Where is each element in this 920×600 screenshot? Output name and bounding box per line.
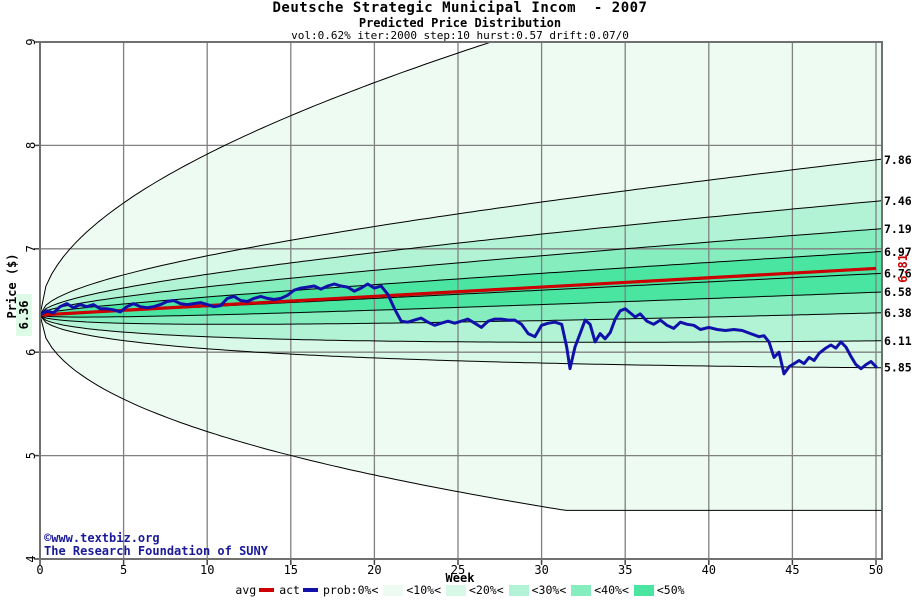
plot-border	[39, 41, 883, 560]
svg-text:35: 35	[618, 563, 632, 577]
legend-label: <40%<	[594, 583, 629, 597]
svg-text:7: 7	[24, 245, 38, 252]
svg-text:10: 10	[200, 563, 214, 577]
band-fill	[40, 159, 882, 315]
x-axis-title: Week	[445, 571, 475, 585]
prob20-bot-line	[40, 314, 882, 343]
band-fill	[40, 312, 882, 343]
envelope-bottom-line	[40, 314, 882, 511]
legend-color-swatch	[571, 584, 592, 596]
legend-item-10: <10%<	[383, 583, 441, 597]
x-tick-labels: 0 5 10 15 20 25 30 35 40 45 50	[36, 563, 883, 577]
plot-area	[40, 42, 882, 559]
prob20-top-line	[40, 200, 882, 316]
legend-label: <10%<	[406, 583, 441, 597]
start-price-highlight	[16, 293, 32, 336]
axis-ticks	[34, 41, 877, 565]
svg-text:5.85: 5.85	[884, 361, 912, 375]
prob40-bot-line	[40, 291, 882, 318]
svg-text:7.19: 7.19	[884, 222, 912, 236]
legend-color-swatch	[446, 584, 466, 596]
band-fill	[40, 200, 882, 315]
svg-text:6.58: 6.58	[884, 285, 912, 299]
legend-item-40: <40%<	[571, 583, 629, 597]
svg-text:9: 9	[24, 38, 38, 45]
right-edge-labels: 7.86 7.46 7.19 6.97 6.76 6.58 6.38 6.11 5.85	[884, 153, 912, 375]
svg-text:8: 8	[24, 142, 38, 149]
svg-text:50: 50	[869, 563, 883, 577]
band-fill	[40, 315, 882, 511]
legend-label: <50%	[656, 583, 685, 597]
copyright-org: The Research Foundation of SUNY	[44, 544, 268, 558]
svg-text:0: 0	[36, 563, 43, 577]
y-axis-title: Price ($)	[5, 253, 19, 319]
band-fill	[40, 42, 882, 315]
svg-text:6.76: 6.76	[884, 267, 912, 281]
svg-text:25: 25	[451, 563, 465, 577]
band-fill	[40, 315, 882, 368]
actual-price-line	[40, 282, 878, 376]
svg-text:6.11: 6.11	[884, 334, 912, 348]
svg-text:4: 4	[24, 555, 38, 562]
legend-item-avg: avg	[235, 583, 275, 597]
legend-label: act	[279, 583, 300, 597]
avg-price-line	[40, 266, 877, 317]
legend-label: avg	[235, 583, 257, 597]
legend-color-swatch	[508, 584, 529, 596]
svg-text:7.46: 7.46	[884, 194, 912, 208]
legend-color-swatch	[383, 584, 404, 596]
legend-label: prob:0%<	[322, 583, 379, 597]
svg-text:15: 15	[284, 563, 298, 577]
svg-text:6.97: 6.97	[884, 245, 912, 259]
svg-text:45: 45	[785, 563, 799, 577]
chart-legend: avg act prob:0%< <10%< <20%< <30%< <40%< <50%	[0, 583, 920, 597]
legend-line-swatch	[259, 588, 275, 592]
svg-text:30: 30	[534, 563, 548, 577]
svg-text:6.38: 6.38	[884, 306, 912, 320]
y-tick-labels: 4 5 6 7 8 9	[24, 38, 38, 562]
copyright-url: ©www.textbiz.org	[44, 531, 160, 545]
legend-label: <30%<	[531, 583, 567, 597]
svg-text:7.86: 7.86	[884, 153, 912, 167]
legend-item-prob0: prob:0%<	[323, 583, 378, 597]
svg-text:20: 20	[367, 563, 381, 577]
start-price-label: 6.36	[17, 301, 31, 330]
legend-item-20: <20%<	[446, 583, 504, 597]
legend-item-act: act	[279, 583, 318, 597]
avg-end-label: 6.81	[896, 254, 910, 283]
page-title: Deutsche Strategic Municipal Incom - 200…	[272, 0, 648, 16]
percentile-lines	[40, 42, 882, 511]
simulation-params: vol:0.62% iter:2000 step:10 hurst:0.57 d…	[291, 29, 629, 42]
legend-item-30: <30%<	[508, 583, 567, 597]
prob10-top-line	[40, 158, 882, 316]
svg-text:5: 5	[24, 452, 38, 459]
prob10-bot-line	[40, 314, 882, 369]
chart-subtitle: Predicted Price Distribution	[358, 16, 562, 30]
gridlines	[40, 42, 882, 559]
legend-color-swatch	[633, 584, 654, 596]
svg-text:40: 40	[702, 563, 716, 577]
svg-text:5: 5	[120, 563, 127, 577]
legend-line-swatch	[302, 588, 318, 592]
legend-label: <20%<	[469, 583, 504, 597]
svg-text:6: 6	[24, 349, 38, 356]
envelope-top-line	[40, 42, 493, 316]
prob30-top-line	[40, 228, 882, 316]
legend-item-50: <50%	[633, 583, 685, 597]
prob40-top-line	[40, 251, 882, 316]
